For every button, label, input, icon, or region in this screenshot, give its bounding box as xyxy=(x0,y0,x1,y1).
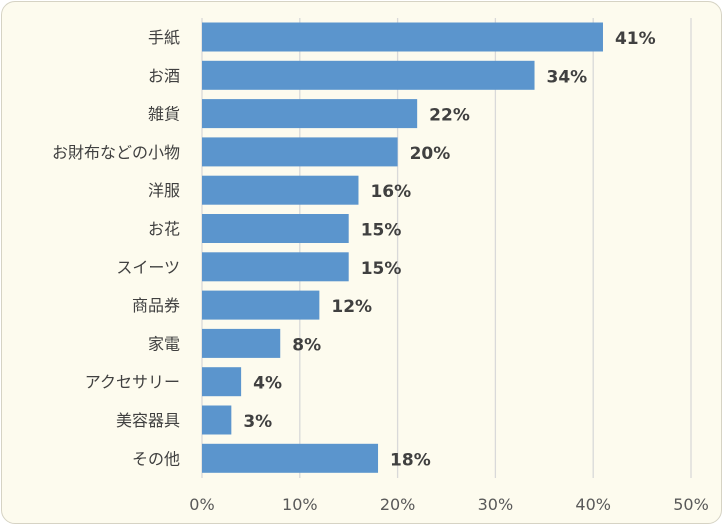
data-label: 15% xyxy=(361,259,402,279)
category-label: お花 xyxy=(148,220,180,239)
bar xyxy=(202,22,603,52)
bar xyxy=(202,367,242,397)
category-label: 手紙 xyxy=(148,28,180,47)
bar xyxy=(202,405,232,435)
x-tick-label: 20% xyxy=(380,495,416,514)
bar xyxy=(202,214,349,243)
bar xyxy=(202,252,349,282)
category-label: スイーツ xyxy=(116,258,180,277)
category-label: お酒 xyxy=(148,66,180,85)
data-label: 22% xyxy=(429,106,470,126)
data-label: 15% xyxy=(361,221,402,241)
x-tick-label: 10% xyxy=(282,495,318,514)
category-label: 家電 xyxy=(148,334,180,353)
category-label: 洋服 xyxy=(148,181,180,200)
gridlines xyxy=(201,18,692,478)
bar xyxy=(202,60,535,90)
x-tick-label: 50% xyxy=(673,495,709,514)
x-tick-label: 40% xyxy=(575,495,611,514)
data-label: 34% xyxy=(547,67,588,87)
bar xyxy=(202,328,281,358)
data-labels: 41% 34% 22% 20% 16% 15% 15% 12% 8% 4% 3% 18% xyxy=(243,29,655,470)
data-label: 12% xyxy=(331,297,372,317)
bar xyxy=(202,443,379,473)
category-label: その他 xyxy=(132,449,180,468)
bars xyxy=(202,22,603,473)
data-label: 4% xyxy=(253,374,282,394)
bar xyxy=(202,99,418,129)
data-label: 8% xyxy=(292,335,321,355)
category-label: アクセサリー xyxy=(85,373,180,392)
x-tick-label: 0% xyxy=(189,495,214,514)
data-label: 41% xyxy=(615,29,656,49)
x-tick-label: 30% xyxy=(478,495,514,514)
data-label: 16% xyxy=(370,182,411,202)
data-label: 20% xyxy=(410,144,451,164)
category-label: お財布などの小物 xyxy=(52,143,180,162)
bar xyxy=(202,137,398,167)
x-tick-labels: 0% 10% 20% 30% 40% 50% xyxy=(189,495,708,514)
category-label: 商品券 xyxy=(132,296,180,315)
bar xyxy=(202,290,320,320)
data-label: 18% xyxy=(390,450,431,470)
bar xyxy=(202,175,359,205)
data-label: 3% xyxy=(243,412,272,432)
category-label: 雑貨 xyxy=(148,105,180,124)
category-label: 美容器具 xyxy=(116,411,180,430)
